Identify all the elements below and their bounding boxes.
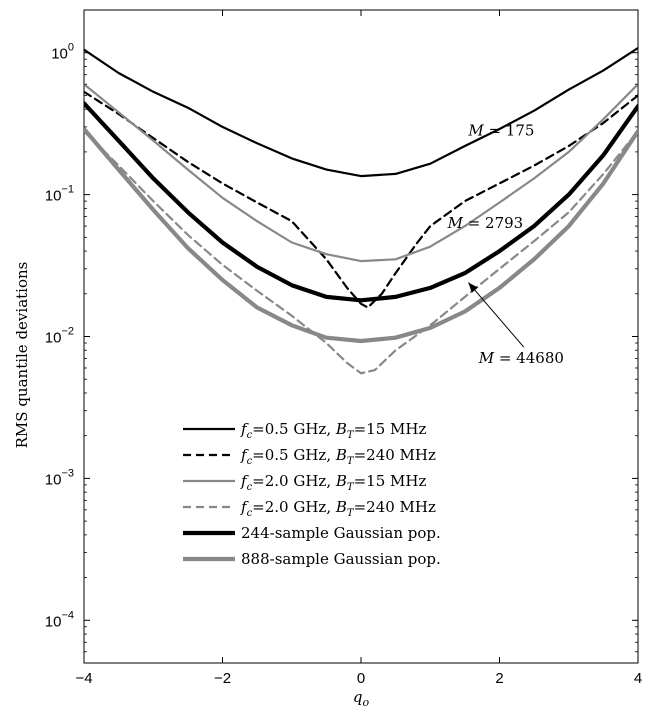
x-tick-label: −4 — [75, 670, 92, 687]
x-tick-label: −2 — [214, 670, 231, 687]
tick-layer: −4 −2 0 2 4 10−4 10−3 10−2 10−1 100 — [45, 9, 642, 687]
series-layer — [84, 46, 638, 375]
series-line-4 — [84, 130, 638, 375]
legend: fc=0.5 GHz, BT=15 MHz fc=0.5 GHz, BT=240 … — [183, 420, 441, 568]
legend-entry: fc=2.0 GHz, BT=15 MHz — [240, 472, 426, 493]
legend-entry: fc=0.5 GHz, BT=240 MHz — [240, 446, 436, 467]
y-axis-label: RMS quantile deviations — [13, 262, 31, 449]
annotation-label: M = 175 — [467, 122, 534, 140]
x-tick-label: 4 — [634, 670, 642, 687]
x-axis-label-text: qo — [353, 688, 370, 709]
series-line-6 — [84, 126, 638, 344]
x-tick-label: 2 — [495, 670, 503, 687]
series-line-5 — [84, 101, 638, 303]
y-tick-label: 10−1 — [45, 184, 74, 205]
series-line-1 — [84, 46, 638, 178]
legend-entry: fc=2.0 GHz, BT=240 MHz — [240, 498, 436, 519]
legend-entry: fc=0.5 GHz, BT=15 MHz — [240, 420, 426, 441]
y-tick-label: 100 — [51, 42, 74, 63]
x-axis-label: qo — [353, 688, 370, 709]
annotation-label: M = 2793 — [447, 214, 524, 232]
series-line-3 — [84, 83, 638, 263]
y-tick-label: 10−3 — [45, 467, 74, 488]
annotation-label: M = 44680 — [478, 349, 564, 367]
y-tick-label: 10−2 — [45, 326, 74, 347]
y-tick-label: 10−4 — [45, 609, 74, 630]
annotation-layer: M = 175 M = 2793 M = 44680 — [447, 122, 564, 367]
legend-entry: 244-sample Gaussian pop. — [241, 524, 441, 542]
annotation-arrowhead — [468, 282, 478, 293]
annotation-arrow — [467, 282, 525, 348]
x-tick-label: 0 — [357, 670, 365, 687]
legend-entry: 888-sample Gaussian pop. — [241, 550, 441, 568]
series-line-2 — [84, 90, 638, 309]
